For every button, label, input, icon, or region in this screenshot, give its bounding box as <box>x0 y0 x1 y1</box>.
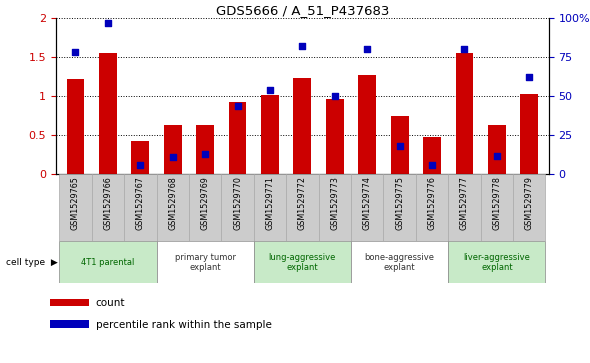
Text: percentile rank within the sample: percentile rank within the sample <box>96 320 271 330</box>
Title: GDS5666 / A_51_P437683: GDS5666 / A_51_P437683 <box>216 4 389 17</box>
Point <box>266 87 275 93</box>
Bar <box>132 142 149 174</box>
Text: primary tumor
explant: primary tumor explant <box>175 253 235 272</box>
Text: count: count <box>96 298 125 308</box>
Bar <box>391 116 408 174</box>
Bar <box>254 241 351 283</box>
Bar <box>91 174 124 241</box>
Bar <box>481 174 513 241</box>
Point <box>168 154 178 160</box>
Text: GSM1529766: GSM1529766 <box>103 176 113 230</box>
Text: GSM1529768: GSM1529768 <box>168 176 177 230</box>
Bar <box>293 78 312 174</box>
Bar <box>448 241 546 283</box>
Bar <box>164 125 182 174</box>
Point <box>427 162 437 168</box>
Text: GSM1529767: GSM1529767 <box>136 176 145 230</box>
Text: GSM1529772: GSM1529772 <box>298 176 307 230</box>
Bar <box>156 241 254 283</box>
Bar <box>488 125 506 174</box>
Bar <box>67 79 84 174</box>
Text: GSM1529778: GSM1529778 <box>492 176 502 230</box>
Text: GSM1529776: GSM1529776 <box>428 176 437 230</box>
Bar <box>358 75 376 174</box>
Text: 4T1 parental: 4T1 parental <box>81 258 135 267</box>
Text: lung-aggressive
explant: lung-aggressive explant <box>268 253 336 272</box>
Text: GSM1529777: GSM1529777 <box>460 176 469 230</box>
Text: GSM1529771: GSM1529771 <box>266 176 274 230</box>
Bar <box>384 174 416 241</box>
Point <box>330 93 339 99</box>
Point <box>71 50 80 56</box>
Point <box>492 152 502 158</box>
Bar <box>261 95 279 174</box>
Bar <box>50 298 89 306</box>
Bar <box>351 174 384 241</box>
Point <box>297 43 307 49</box>
Point <box>103 20 113 26</box>
Point <box>136 162 145 168</box>
Text: GSM1529769: GSM1529769 <box>201 176 209 230</box>
Bar <box>156 174 189 241</box>
Bar <box>99 53 117 174</box>
Text: GSM1529765: GSM1529765 <box>71 176 80 230</box>
Point <box>201 151 210 157</box>
Bar <box>221 174 254 241</box>
Text: GSM1529770: GSM1529770 <box>233 176 242 230</box>
Point <box>362 46 372 52</box>
Point <box>460 46 469 52</box>
Bar <box>229 102 247 174</box>
Text: GSM1529773: GSM1529773 <box>330 176 339 230</box>
Text: GSM1529774: GSM1529774 <box>363 176 372 230</box>
Bar <box>286 174 319 241</box>
Bar <box>520 94 538 174</box>
Bar <box>423 137 441 174</box>
Bar <box>189 174 221 241</box>
Bar <box>326 98 344 174</box>
Bar <box>513 174 546 241</box>
Bar <box>319 174 351 241</box>
Point <box>395 143 404 149</box>
Bar <box>124 174 156 241</box>
Bar <box>455 53 473 174</box>
Bar <box>351 241 448 283</box>
Bar <box>196 125 214 174</box>
Text: GSM1529779: GSM1529779 <box>525 176 534 230</box>
Point <box>525 74 534 80</box>
Bar <box>448 174 481 241</box>
Bar <box>416 174 448 241</box>
Bar <box>254 174 286 241</box>
Text: bone-aggressive
explant: bone-aggressive explant <box>365 253 435 272</box>
Text: GSM1529775: GSM1529775 <box>395 176 404 230</box>
Point <box>233 103 242 109</box>
Bar <box>59 174 91 241</box>
Text: cell type  ▶: cell type ▶ <box>6 258 58 267</box>
Bar <box>50 320 89 328</box>
Bar <box>59 241 156 283</box>
Text: liver-aggressive
explant: liver-aggressive explant <box>463 253 530 272</box>
